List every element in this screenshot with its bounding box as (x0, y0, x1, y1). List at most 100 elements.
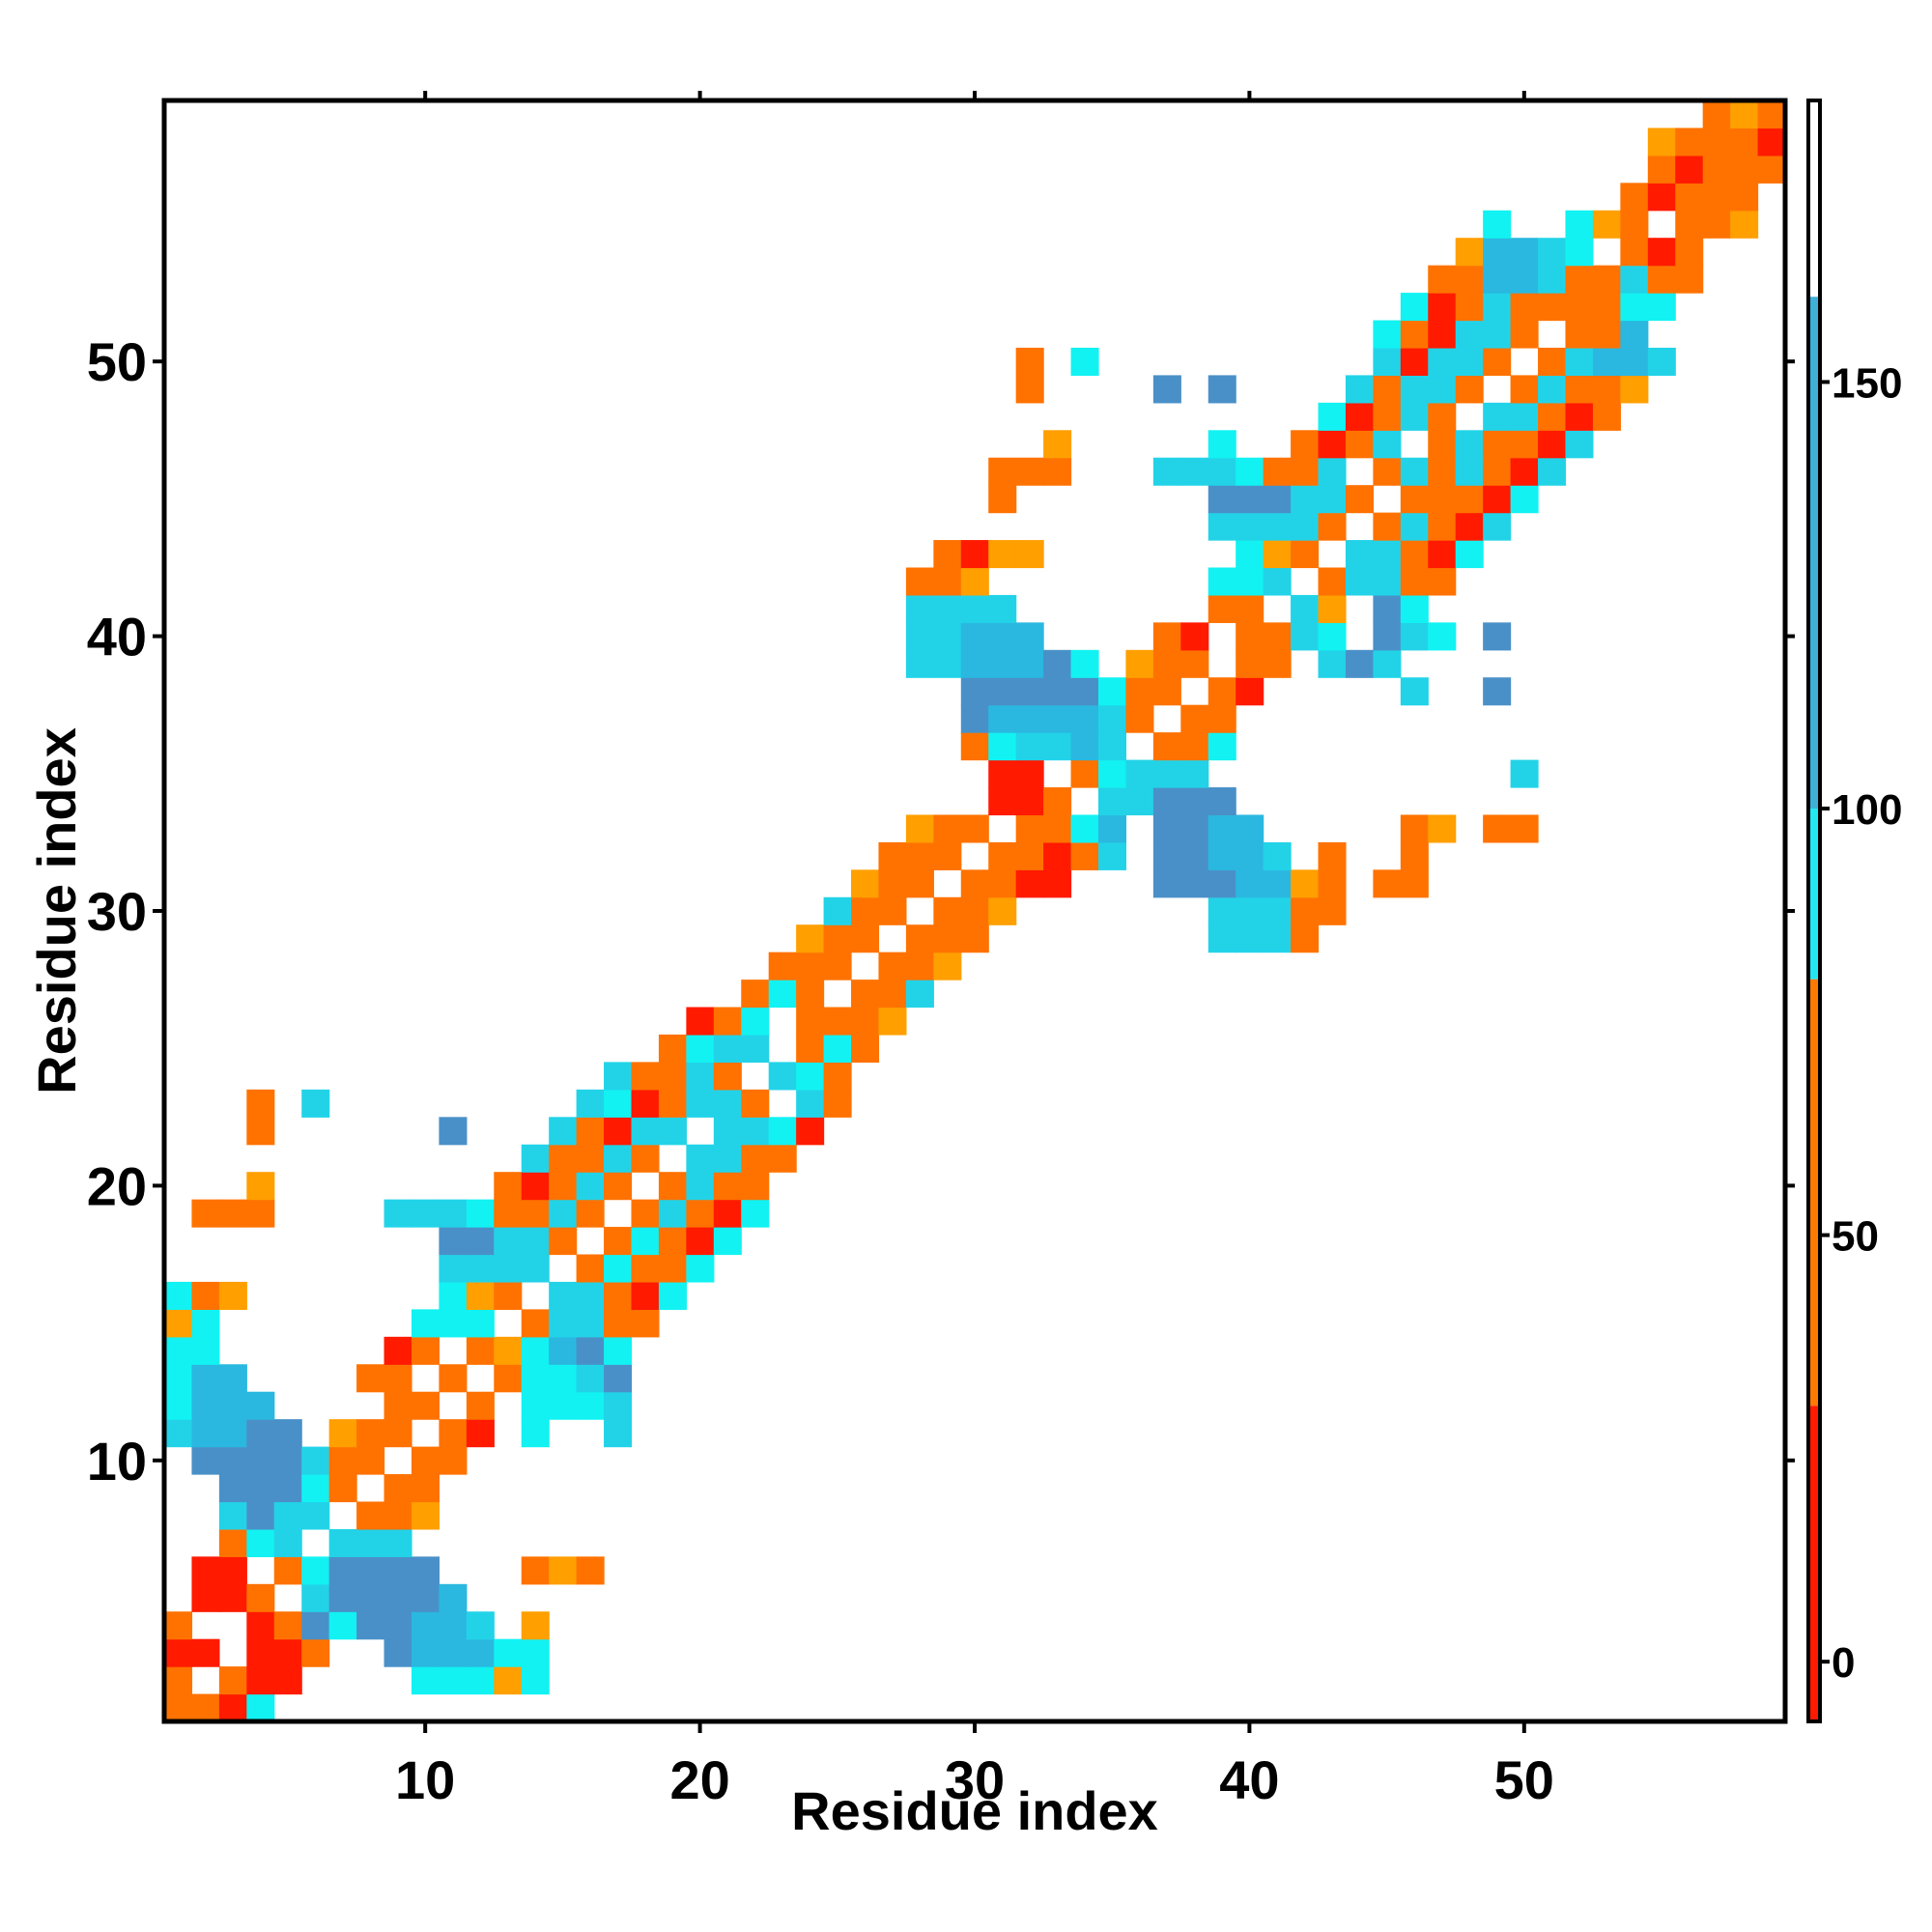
heatmap-cell (878, 1007, 907, 1036)
heatmap-cell (960, 677, 989, 706)
heatmap-cell (1483, 293, 1512, 322)
heatmap-cell (1483, 814, 1512, 843)
heatmap-cell (1236, 896, 1264, 925)
heatmap-cell (933, 567, 962, 596)
heatmap-cell (741, 1089, 770, 1118)
heatmap-cell (686, 1062, 715, 1091)
heatmap-cell (796, 1034, 825, 1064)
heatmap-cell (604, 1336, 633, 1365)
y-tick-label: 20 (87, 1155, 147, 1216)
heatmap-cell (246, 1199, 275, 1228)
heatmap-cell (1318, 512, 1347, 541)
heatmap-cell (576, 1336, 605, 1365)
heatmap-cell (576, 1391, 605, 1420)
heatmap-cell (466, 1611, 495, 1640)
heatmap-cell (823, 1062, 852, 1091)
heatmap-cell (1647, 293, 1676, 322)
heatmap-cell (1373, 430, 1402, 459)
heatmap-cell (604, 1254, 633, 1283)
heatmap-cell (1565, 402, 1594, 431)
heatmap-cell (356, 1446, 385, 1475)
heatmap-cell (1345, 540, 1374, 569)
heatmap-cell (246, 1172, 275, 1201)
heatmap-cell (1428, 347, 1457, 377)
heatmap-cell (1428, 402, 1457, 431)
heatmap-cell (905, 649, 934, 678)
heatmap-cell (823, 1034, 852, 1064)
heatmap-cell (713, 1117, 742, 1146)
heatmap-cell (1015, 540, 1044, 569)
heatmap-cell (988, 896, 1017, 925)
heatmap-cell (1236, 457, 1264, 486)
heatmap-cell (905, 841, 934, 870)
heatmap-cell (1180, 841, 1209, 870)
heatmap-cell (1373, 649, 1402, 678)
heatmap-cell (411, 1638, 440, 1667)
heatmap-cell (273, 1666, 302, 1695)
heatmap-cell (1592, 293, 1621, 322)
heatmap-cell (1180, 869, 1209, 898)
heatmap-cell (494, 1254, 523, 1283)
heatmap-cell (988, 594, 1017, 623)
heatmap-cell (549, 1364, 578, 1393)
heatmap-cell (1400, 512, 1429, 541)
heatmap-cell (246, 1391, 275, 1420)
heatmap-cell (1263, 457, 1292, 486)
heatmap-cell (576, 1144, 605, 1173)
heatmap-cell (466, 1199, 495, 1228)
heatmap-cell (1373, 457, 1402, 486)
heatmap-cell (466, 1309, 495, 1338)
heatmap-cell (1263, 924, 1292, 953)
heatmap-cell (1373, 347, 1402, 377)
heatmap-cell (1565, 238, 1594, 267)
heatmap-cell (686, 1227, 715, 1256)
heatmap-cell (1620, 320, 1649, 349)
heatmap-cell (301, 1583, 330, 1612)
heatmap-cell (988, 732, 1017, 761)
heatmap-cell (1291, 924, 1320, 953)
heatmap-cell (301, 1556, 330, 1585)
heatmap-cell (1152, 677, 1181, 706)
heatmap-cell (768, 952, 797, 980)
heatmap-cell (273, 1446, 302, 1475)
heatmap-cell (1208, 841, 1236, 870)
heatmap-cell (1152, 841, 1181, 870)
heatmap-cell (1015, 704, 1044, 733)
heatmap-cell (494, 1199, 523, 1228)
heatmap-cell (1455, 430, 1484, 459)
heatmap-cell (768, 1117, 797, 1146)
heatmap-cell (1647, 128, 1676, 156)
heatmap-cell (246, 1611, 275, 1640)
heatmap-cell (741, 1144, 770, 1173)
heatmap-cell (576, 1117, 605, 1146)
heatmap-cell (1483, 320, 1512, 349)
heatmap-cell (1400, 841, 1429, 870)
heatmap-cell (1620, 293, 1649, 322)
heatmap-cell (356, 1611, 385, 1640)
heatmap-cell (905, 924, 934, 953)
heatmap-cell (1236, 677, 1264, 706)
heatmap-cell (246, 1638, 275, 1667)
heatmap-cell (466, 1227, 495, 1256)
heatmap-cell (1510, 265, 1539, 294)
heatmap-cell (1263, 622, 1292, 651)
heatmap-cell (1620, 183, 1649, 212)
heatmap-cell (411, 1309, 440, 1338)
colorbar: 0 50 100 150 (1806, 99, 1902, 1723)
heatmap-cell (1510, 485, 1539, 514)
heatmap-cell (273, 1501, 302, 1530)
heatmap-cell (988, 787, 1017, 816)
y-tick-label: 10 (87, 1431, 147, 1492)
colorbar-segment (1808, 297, 1820, 810)
heatmap-cell (1538, 430, 1567, 459)
heatmap-cell (1400, 320, 1429, 349)
heatmap-cell (1428, 814, 1457, 843)
heatmap-cell (960, 704, 989, 733)
heatmap-cell (1345, 649, 1374, 678)
heatmap-cell (439, 1666, 468, 1695)
heatmap-cell (1455, 320, 1484, 349)
heatmap-cell (1565, 347, 1594, 377)
heatmap-cell (1428, 512, 1457, 541)
heatmap-cells (164, 100, 1786, 1722)
